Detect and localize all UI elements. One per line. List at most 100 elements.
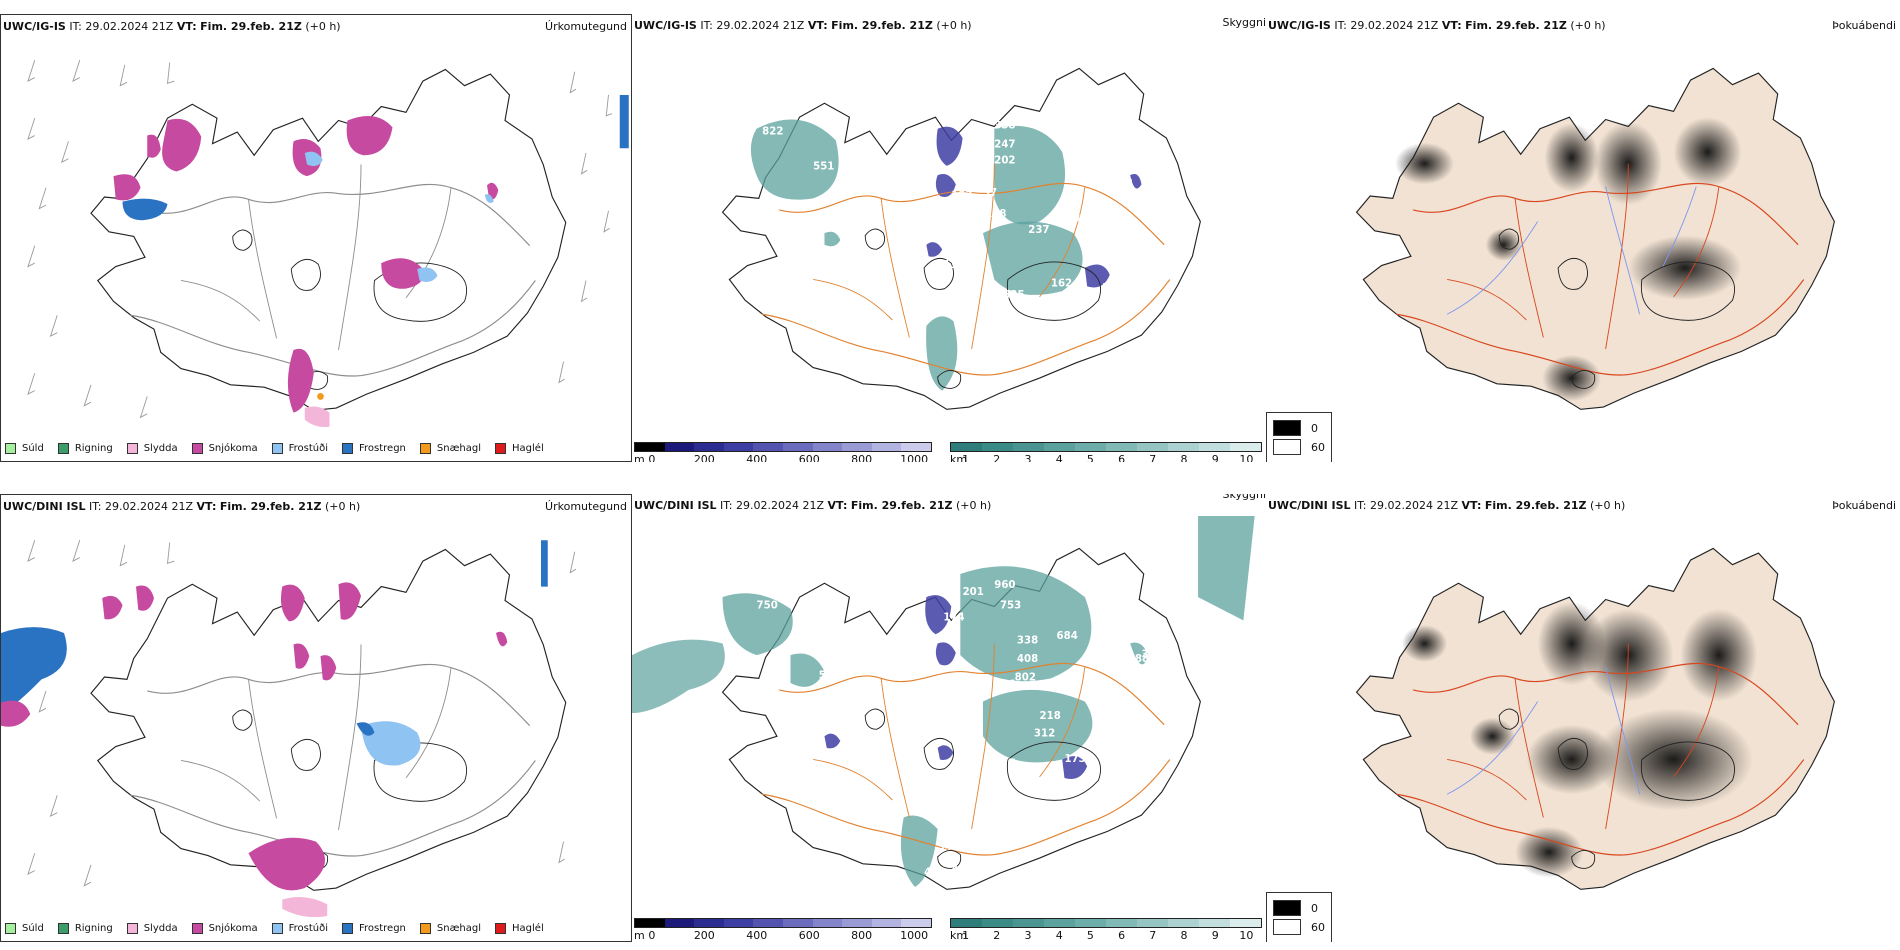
legend-label: Snæhagl [436,922,482,934]
height-scale: m 0 200 400 600 800 1000 [634,918,932,942]
scale-tick: 1 [962,929,970,942]
scale-cell [664,443,695,451]
cloud-legend-label: 60 [1311,440,1325,454]
scale-cell [1168,443,1199,451]
legend-swatch [5,922,16,934]
legend-item: Haglél [495,442,544,454]
value-label: 551 [813,160,834,172]
value-label: 174 [943,611,964,623]
scale-tick: 4 [1055,453,1063,462]
scale-tick: 5 [1086,929,1094,942]
visibility-map: 750 576 201 960 753 174 338 635 408 802 30 98 286 684… [632,516,1255,890]
scale-cell [1106,443,1137,451]
value-label: 247 [994,138,1015,150]
scale-cell [635,919,665,927]
model-name: UWC/IG-IS [3,20,66,33]
precip-map [1,540,577,917]
legend-label: Snæhagl [436,442,482,454]
value-label: 177 [994,757,1015,769]
value-label: 37 [983,187,997,199]
value-label: 265 [951,389,972,401]
value-label: 338 [1017,634,1038,646]
scale-cell [753,919,783,927]
legend-label: Súld [22,442,44,454]
value-label: 286 [994,678,1015,690]
panel-title: UWC/DINI ISL IT: 29.02.2024 21Z VT: Fim.… [1268,499,1626,512]
value-label: 13 [1119,178,1133,190]
scale-tick: 0 [648,929,656,942]
legend-item: Snjókoma [191,442,258,454]
legend-label: Slydda [143,922,178,934]
legend-swatch [57,442,69,454]
scale-tick: 8 [1180,453,1188,462]
legend-swatch [191,922,203,934]
panel-field-label: Þokuábendi [1832,19,1896,32]
value-label: 188 [1128,653,1149,665]
scale-cell [635,443,665,451]
scale-tick: 6 [1118,929,1126,942]
cloud-legend-swatch [1273,900,1301,916]
cloud-legend-row: 0 [1273,420,1325,436]
visibility-scale: km 1 2 3 4 5 6 7 8 9 10 [950,918,1262,942]
scale-tick: 1000 [900,929,929,942]
precip-type-panel-bottom: UWC/DINI ISL IT: 29.02.2024 21Z VT: Fim.… [0,494,632,942]
snow-areas [113,116,499,413]
legend-item: Slydda [126,442,178,454]
cloud-legend: 0 60 [1266,412,1332,462]
value-label: 199 [960,208,981,220]
scale-tick: 4 [1055,929,1063,942]
scale-tick: 10 [1239,929,1254,942]
value-label: 750 [757,600,778,612]
height-scale: m 0 200 400 600 800 1000 [634,442,932,462]
value-label: 530 [1141,669,1162,681]
cloud-legend-label: 0 [1311,901,1318,915]
scale-tick: 8 [1180,929,1188,942]
scale-tick: 3 [1024,929,1032,942]
value-label: 960 [994,579,1015,591]
panel-field-label: Skyggni [1222,16,1266,29]
visibility-scale: km 1 2 3 4 5 6 7 8 9 10 [950,442,1262,462]
legend-swatch [126,442,138,454]
fog-map [1355,67,1835,410]
legend-swatch [342,922,353,934]
legend-item: Frostregn [342,922,406,934]
scale-unit: m [634,929,645,942]
scale-cell [901,443,931,451]
scale-cell [951,443,982,451]
cloud-legend-label: 0 [1311,421,1318,435]
legend-item: Frostúði [271,922,328,934]
precip-map [27,60,629,428]
legend-swatch [419,922,431,934]
value-label: 542 [938,841,959,853]
scale-unit: km [950,929,968,942]
legend-swatch [57,922,69,934]
scale-cell [951,919,982,927]
legend-swatch [495,922,507,934]
scale-cell [1168,919,1199,927]
scale-tick: 9 [1211,929,1219,942]
scale-cell [1044,919,1075,927]
scale-cell [871,919,902,927]
panel-field-label: Úrkomutegund [545,20,627,33]
legend-swatch [5,442,16,454]
scale-tick: 200 [693,929,715,942]
scale-unit: m [634,453,645,462]
cloud-legend-swatch [1273,439,1301,455]
scale-cell [782,443,813,451]
panel-field-label: Úrkomutegund [545,500,627,513]
fog-shading [1395,117,1742,402]
scale-cell [871,443,902,451]
value-label: 753 [1000,600,1021,612]
scale-cell [1199,443,1230,451]
value-label: 46 [898,746,912,758]
value-label: 219 [791,201,812,213]
value-label: 97 [1108,767,1122,779]
value-label: 98 [951,672,965,684]
scale-tick: 3 [1024,453,1032,462]
value-label: 62 [955,748,969,760]
legend-label: Rigning [74,442,113,454]
panel-field-label: Þokuábendi [1832,499,1896,512]
legend-item: Snjókoma [191,922,258,934]
scale-tick: 6 [1118,453,1126,462]
precip-legend: Súld Rigning Slydda Snjókoma Frostúði Frostre… [5,919,558,937]
